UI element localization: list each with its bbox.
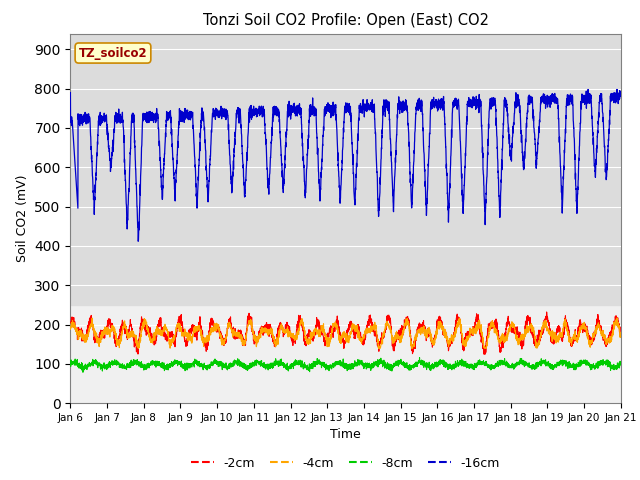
Bar [70,34,621,305]
X-axis label: Time: Time [330,429,361,442]
Title: Tonzi Soil CO2 Profile: Open (East) CO2: Tonzi Soil CO2 Profile: Open (East) CO2 [203,13,488,28]
Legend: -2cm, -4cm, -8cm, -16cm: -2cm, -4cm, -8cm, -16cm [186,452,505,475]
Text: TZ_soilco2: TZ_soilco2 [79,47,147,60]
Y-axis label: Soil CO2 (mV): Soil CO2 (mV) [16,175,29,262]
